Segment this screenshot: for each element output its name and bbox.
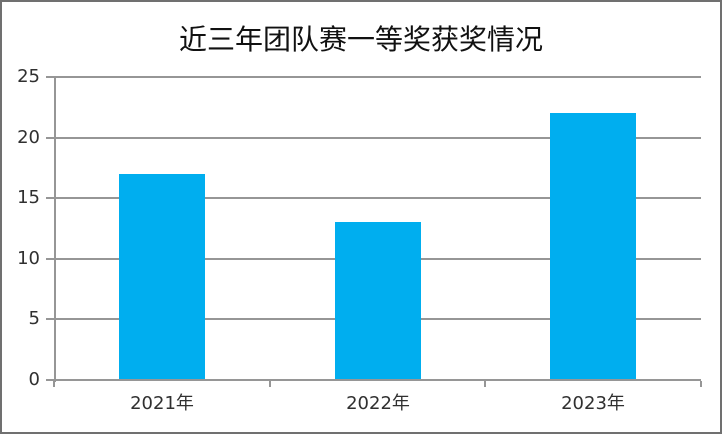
y-axis-tick bbox=[46, 318, 54, 321]
x-axis-tick bbox=[53, 381, 55, 387]
x-axis-category-label: 2022年 bbox=[346, 393, 410, 414]
x-axis-tick bbox=[268, 381, 271, 387]
gridline bbox=[54, 76, 701, 78]
x-axis-tick bbox=[700, 381, 702, 387]
bar-2022年 bbox=[335, 222, 421, 379]
gridline bbox=[54, 197, 701, 200]
bar-2021年 bbox=[119, 173, 205, 379]
y-axis-line bbox=[54, 77, 56, 382]
y-axis-tick bbox=[46, 257, 54, 260]
y-axis-tick-label: 10 bbox=[17, 247, 40, 269]
y-axis-tick bbox=[46, 197, 54, 200]
y-axis-tick-label: 5 bbox=[28, 308, 40, 330]
x-axis-category-label: 2023年 bbox=[561, 393, 625, 414]
x-axis-tick bbox=[484, 381, 487, 387]
y-axis-tick-label: 0 bbox=[28, 369, 40, 390]
y-axis-tick bbox=[46, 76, 54, 78]
y-axis-tick-label: 20 bbox=[17, 126, 40, 148]
y-axis-tick-label: 25 bbox=[17, 66, 40, 87]
x-axis-category-label: 2021年 bbox=[130, 393, 194, 414]
y-axis-tick-label: 15 bbox=[17, 187, 40, 209]
x-axis-line bbox=[54, 379, 701, 381]
y-axis-tick bbox=[46, 136, 54, 139]
bar-2023年 bbox=[550, 113, 636, 379]
gridline bbox=[54, 136, 701, 139]
y-axis-tick bbox=[46, 379, 54, 381]
chart-title: 近三年团队赛一等奖获奖情况 bbox=[178, 23, 543, 56]
